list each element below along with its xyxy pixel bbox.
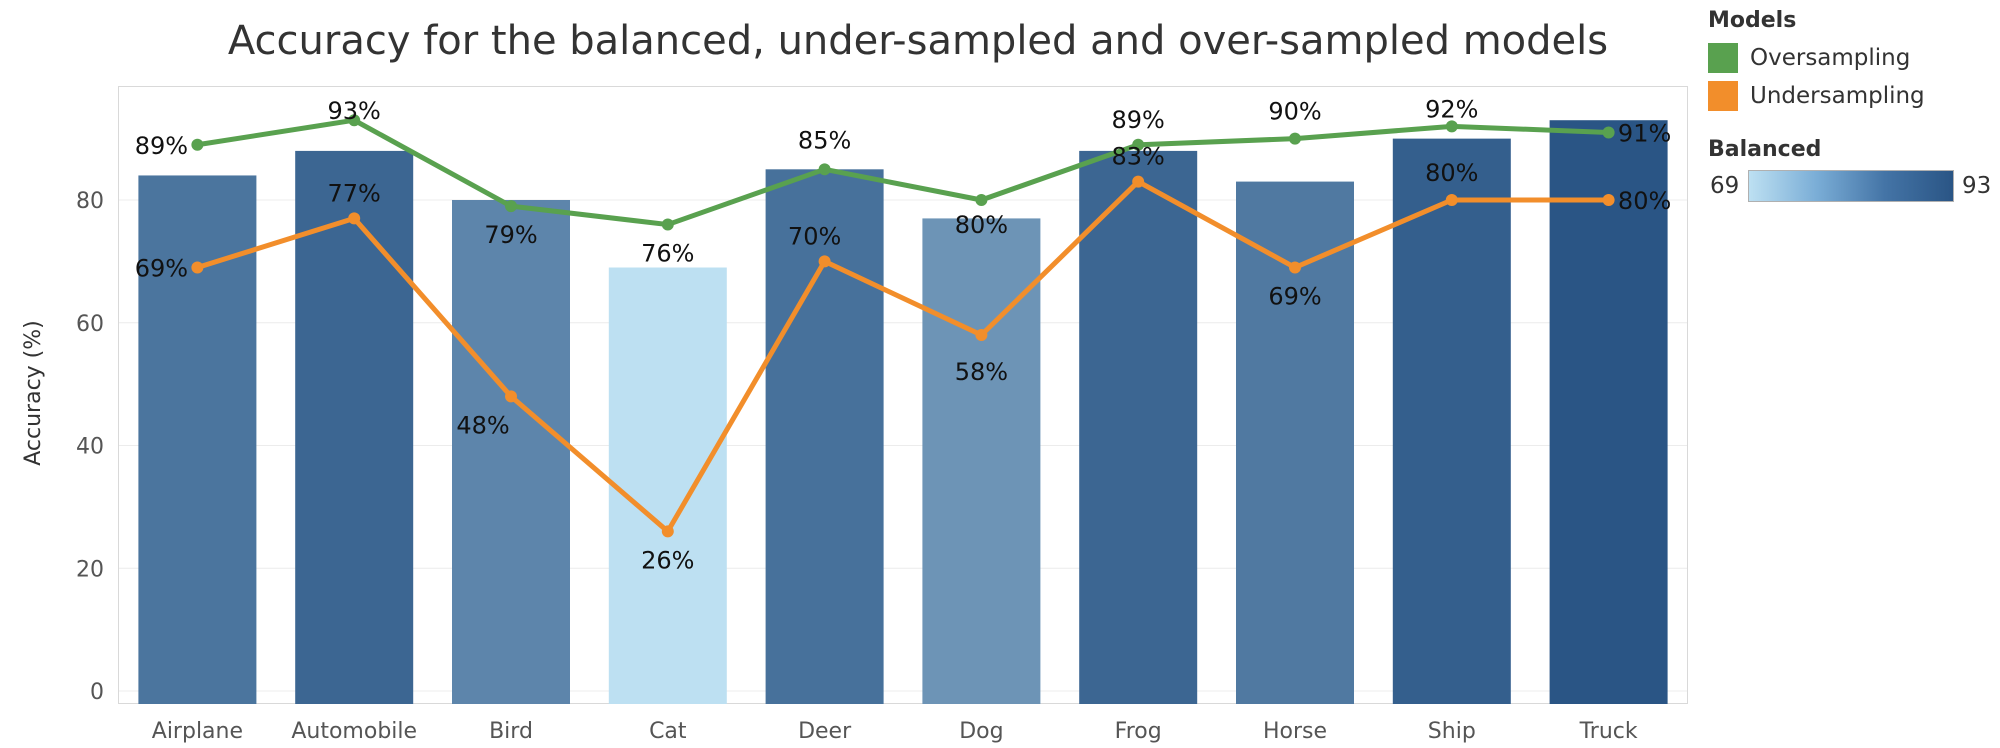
x-tick-label: Ship <box>1428 719 1476 744</box>
x-tick-label: Horse <box>1263 719 1327 744</box>
balanced-scale-min: 69 <box>1710 173 1740 199</box>
legend-item-undersampling[interactable]: Undersampling <box>1708 77 1994 115</box>
bar-automobile <box>295 150 414 704</box>
undersampling-data-label: 58% <box>955 358 1008 386</box>
y-tick-label: 20 <box>76 557 104 582</box>
lines <box>191 114 1615 538</box>
y-axis-label: Accuracy (%) <box>21 320 46 466</box>
oversampling-point <box>348 114 361 127</box>
x-tick-label: Frog <box>1115 719 1162 744</box>
oversampling-line <box>197 117 1609 228</box>
balanced-color-scale: 69 93 <box>1708 168 1994 204</box>
legend-swatch-undersampling <box>1708 81 1738 111</box>
x-tick-label: Airplane <box>152 719 243 744</box>
undersampling-data-label: 70% <box>788 222 841 250</box>
y-axis-ticks: 0 20 40 60 80 <box>76 189 104 705</box>
undersampling-point <box>1445 194 1458 206</box>
undersampling-data-label: 69% <box>135 255 188 283</box>
legend-label-undersampling: Undersampling <box>1750 83 1925 109</box>
bar-ship <box>1392 138 1511 704</box>
oversampling-data-label: 85% <box>798 126 851 154</box>
x-tick-label: Automobile <box>291 719 417 744</box>
undersampling-point <box>505 390 517 403</box>
y-tick-label: 40 <box>76 435 104 460</box>
undersampling-line <box>196 179 1609 534</box>
oversampling-point <box>975 194 988 206</box>
bars <box>138 120 1668 704</box>
oversampling-data-label: 93% <box>328 97 381 125</box>
oversampling-point <box>1445 120 1458 133</box>
undersampling-data-label: 83% <box>1112 143 1165 171</box>
undersampling-data-label: 80% <box>1618 187 1671 215</box>
bar-truck <box>1549 120 1668 704</box>
y-tick-label: 80 <box>76 189 104 214</box>
oversampling-data-label: 80% <box>955 211 1008 239</box>
legend-title-models: Models <box>1708 8 1797 33</box>
undersampling-point <box>1602 194 1615 206</box>
balanced-scale-max: 93 <box>1962 173 1992 199</box>
undersampling-point <box>191 261 204 274</box>
legend-label-oversampling: Oversampling <box>1750 45 1911 71</box>
oversampling-point <box>818 163 831 176</box>
x-axis-ticks: Airplane Automobile Bird Cat Deer Dog Frog Hors… <box>152 719 1638 744</box>
bar-horse <box>1236 181 1354 704</box>
oversampling-point <box>191 138 204 151</box>
legend-swatch-oversampling <box>1708 43 1738 73</box>
x-tick-label: Dog <box>959 719 1003 744</box>
oversampling-data-label: 89% <box>1112 106 1165 134</box>
legend-item-oversampling[interactable]: Oversampling <box>1708 39 1994 77</box>
undersampling-point <box>975 329 988 342</box>
plot-frame <box>118 86 1688 704</box>
legend-title-balanced: Balanced <box>1708 137 1822 162</box>
oversampling-point <box>661 218 674 231</box>
oversampling-data-label: 91% <box>1618 119 1671 147</box>
oversampling-point <box>1602 126 1615 139</box>
undersampling-data-label: 26% <box>641 546 694 574</box>
balanced-gradient-bar <box>1748 170 1954 202</box>
undersampling-data-label: 77% <box>328 179 381 207</box>
undersampling-point <box>1289 261 1301 274</box>
y-tick-label: 60 <box>76 312 104 337</box>
bar-cat <box>608 267 727 704</box>
oversampling-data-label: 92% <box>1425 95 1478 123</box>
undersampling-point <box>818 255 831 268</box>
y-tick-label: 0 <box>90 680 104 705</box>
legend: Models Oversampling Undersampling Balanc… <box>1708 4 1994 204</box>
data-labels: 89% 93% 79% 76% 85% 80% 89% 90% 92% 91% 69% 77% 48% 2… <box>135 95 1672 574</box>
oversampling-point <box>505 200 517 213</box>
oversampling-data-label: 79% <box>484 221 537 249</box>
oversampling-point <box>1289 132 1301 145</box>
undersampling-data-label: 48% <box>456 411 509 439</box>
undersampling-point <box>348 212 361 225</box>
undersampling-data-label: 80% <box>1425 159 1478 187</box>
oversampling-point <box>1132 138 1145 151</box>
undersampling-point <box>661 525 674 538</box>
oversampling-data-label: 76% <box>641 240 694 268</box>
undersampling-data-label: 69% <box>1268 283 1321 311</box>
x-tick-label: Cat <box>649 719 687 744</box>
undersampling-point <box>1132 175 1145 188</box>
x-tick-label: Bird <box>489 719 533 744</box>
chart-title: Accuracy for the balanced, under-sampled… <box>227 18 1609 64</box>
oversampling-data-label: 89% <box>135 132 188 160</box>
oversampling-data-label: 90% <box>1268 98 1321 126</box>
x-tick-label: Truck <box>1579 719 1638 744</box>
bar-bird <box>452 200 570 704</box>
x-tick-label: Deer <box>798 719 852 744</box>
bar-frog <box>1079 150 1198 704</box>
